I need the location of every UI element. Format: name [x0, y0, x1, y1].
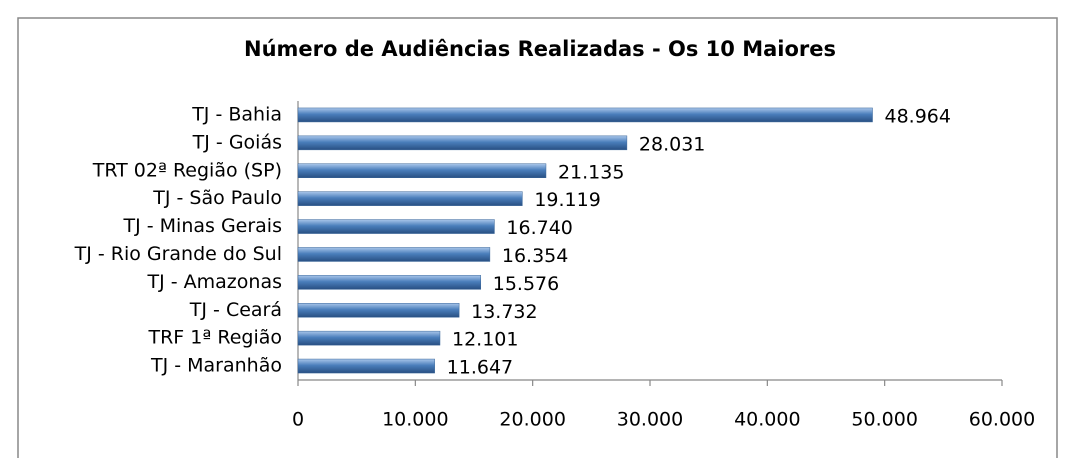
x-tick-label: 10.000 — [382, 409, 448, 431]
data-label: 11.647 — [447, 357, 513, 379]
y-tick-label: TJ - Goiás — [192, 131, 282, 153]
bar — [297, 275, 482, 290]
x-tick-label: 30.000 — [617, 409, 683, 431]
bar — [297, 163, 547, 178]
bar — [297, 191, 523, 206]
bar — [297, 107, 873, 123]
data-label: 13.732 — [471, 301, 537, 323]
y-tick-label: TJ - São Paulo — [152, 187, 282, 209]
bar — [297, 303, 460, 318]
bar — [297, 135, 628, 151]
data-label: 19.119 — [534, 189, 600, 211]
data-label: 16.354 — [502, 245, 568, 267]
y-tick-label: TRF 1ª Região — [147, 327, 282, 349]
y-tick-label: TJ - Bahia — [191, 103, 282, 125]
data-label: 28.031 — [639, 133, 705, 155]
y-tick-label: TJ - Minas Gerais — [123, 215, 283, 237]
y-tick-label: TJ - Amazonas — [147, 271, 282, 293]
y-tick-label: TJ - Maranhão — [150, 355, 282, 377]
bar — [297, 247, 491, 262]
bar — [297, 358, 435, 374]
x-tick-label: 50.000 — [851, 409, 917, 431]
x-tick-label: 20.000 — [499, 409, 565, 431]
y-tick-label: TRT 02ª Região (SP) — [92, 159, 282, 181]
data-label: 21.135 — [558, 161, 624, 183]
data-label: 16.740 — [506, 217, 572, 239]
data-label: 12.101 — [452, 329, 518, 351]
chart-title: Número de Audiências Realizadas - Os 10 … — [244, 37, 836, 61]
y-tick-label: TJ - Ceará — [189, 299, 282, 321]
bar — [297, 219, 495, 234]
x-tick-label: 0 — [292, 409, 304, 431]
x-tick-label: 60.000 — [969, 409, 1035, 431]
data-label: 15.576 — [493, 273, 559, 295]
x-tick-label: 40.000 — [734, 409, 800, 431]
y-tick-label: TJ - Rio Grande do Sul — [74, 243, 282, 265]
bar — [297, 330, 441, 346]
data-label: 48.964 — [885, 105, 951, 127]
chart-frame — [17, 17, 1058, 458]
